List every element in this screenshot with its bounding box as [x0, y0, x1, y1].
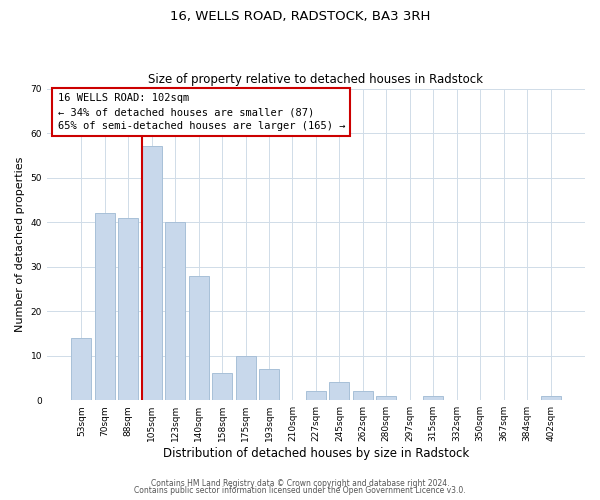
Text: 16 WELLS ROAD: 102sqm
← 34% of detached houses are smaller (87)
65% of semi-deta: 16 WELLS ROAD: 102sqm ← 34% of detached …	[58, 93, 345, 131]
Bar	[541, 396, 560, 400]
Bar	[306, 392, 326, 400]
Bar	[142, 146, 162, 400]
Bar	[376, 396, 397, 400]
Bar	[259, 369, 279, 400]
Bar	[329, 382, 349, 400]
Title: Size of property relative to detached houses in Radstock: Size of property relative to detached ho…	[148, 73, 484, 86]
Y-axis label: Number of detached properties: Number of detached properties	[15, 156, 25, 332]
Text: Contains public sector information licensed under the Open Government Licence v3: Contains public sector information licen…	[134, 486, 466, 495]
X-axis label: Distribution of detached houses by size in Radstock: Distribution of detached houses by size …	[163, 447, 469, 460]
Bar	[423, 396, 443, 400]
Text: Contains HM Land Registry data © Crown copyright and database right 2024.: Contains HM Land Registry data © Crown c…	[151, 478, 449, 488]
Bar	[165, 222, 185, 400]
Bar	[71, 338, 91, 400]
Bar	[236, 356, 256, 400]
Text: 16, WELLS ROAD, RADSTOCK, BA3 3RH: 16, WELLS ROAD, RADSTOCK, BA3 3RH	[170, 10, 430, 23]
Bar	[212, 374, 232, 400]
Bar	[188, 276, 209, 400]
Bar	[95, 213, 115, 400]
Bar	[353, 392, 373, 400]
Bar	[118, 218, 138, 400]
